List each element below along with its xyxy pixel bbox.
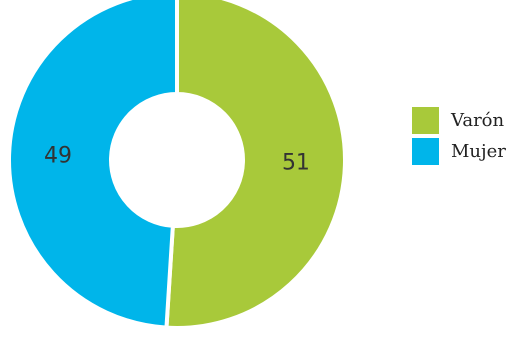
legend-item-mujer: Mujer (412, 136, 506, 167)
legend-swatch-varon (412, 107, 439, 134)
legend-swatch-mujer (412, 138, 439, 165)
donut-slice-varon (164, 0, 347, 330)
data-label-varon: 51 (282, 151, 310, 176)
donut-slice-mujer (7, 0, 179, 330)
data-label-mujer: 49 (44, 143, 72, 168)
legend-label-mujer: Mujer (451, 141, 506, 162)
legend: Varón Mujer (412, 105, 506, 167)
legend-item-varon: Varón (412, 105, 506, 136)
legend-label-varon: Varón (451, 110, 505, 131)
